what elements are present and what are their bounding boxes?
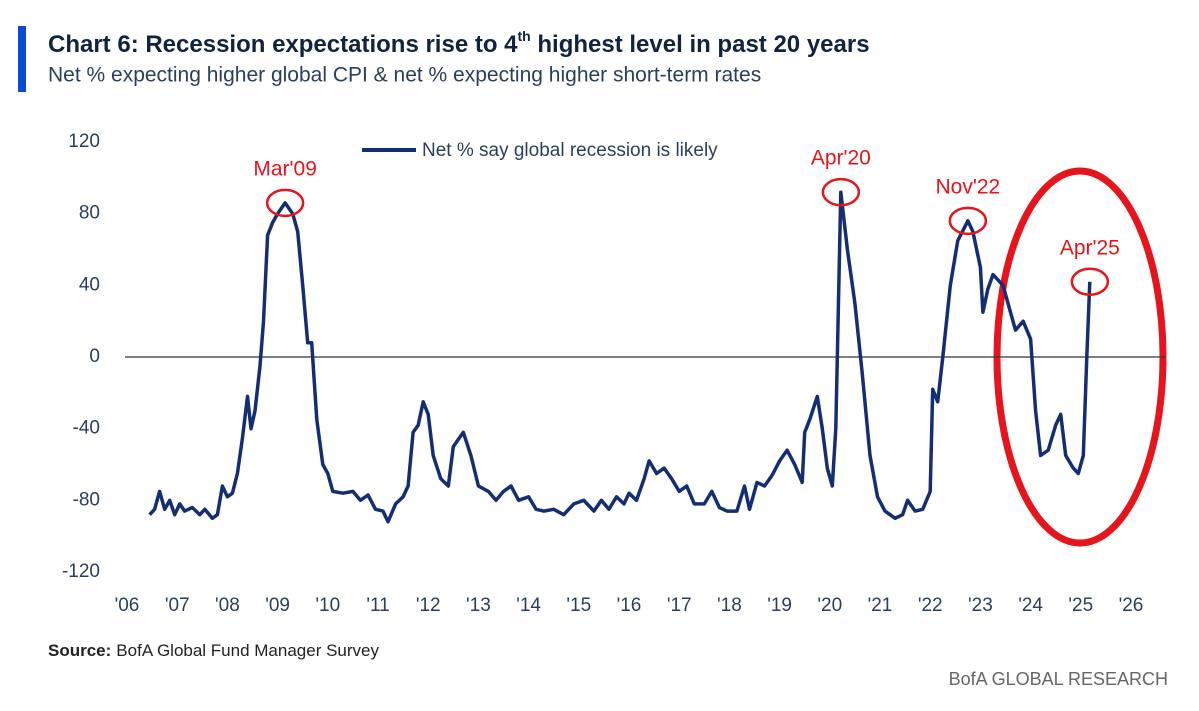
plot-area: 120 80 40 0 -40 -80 -120 '06 '07 '08 '09 '10 '11 '12 '… (62, 131, 1167, 616)
x-tick-label: '26 (1119, 595, 1144, 616)
x-tick-label: '13 (466, 595, 491, 616)
x-tick-label: '17 (667, 595, 692, 616)
y-tick-label: 40 (79, 274, 100, 295)
series-line (148, 190, 1092, 524)
title-accent (18, 26, 26, 92)
title-superscript: th (518, 28, 531, 44)
x-tick-label: '24 (1018, 595, 1043, 616)
x-tick-label: '15 (566, 595, 591, 616)
source-text: BofA Global Fund Manager Survey (116, 641, 379, 660)
source-label: Source: (48, 641, 111, 660)
y-tick-label: -80 (73, 489, 100, 510)
annotation-label: Apr'20 (811, 147, 871, 170)
x-tick-label: '20 (817, 595, 842, 616)
annotation-label: Mar'09 (253, 157, 317, 180)
x-tick-label: '19 (767, 595, 792, 616)
x-tick-label: '25 (1068, 595, 1093, 616)
x-tick-label: '12 (416, 595, 441, 616)
annotation-circle (948, 206, 988, 236)
x-tick-label: '07 (165, 595, 190, 616)
source: Source: BofA Global Fund Manager Survey (48, 641, 380, 660)
brand: BofA GLOBAL RESEARCH (949, 669, 1168, 689)
x-tick-label: '18 (717, 595, 742, 616)
x-tick-label: '23 (968, 595, 993, 616)
chart-subtitle: Net % expecting higher global CPI & net … (48, 64, 761, 87)
x-tick-label: '06 (115, 595, 140, 616)
title-text: highest level in past 20 years (531, 31, 870, 58)
y-tick-label: -120 (62, 561, 100, 582)
y-tick-label: 80 (79, 203, 100, 224)
x-tick-label: '22 (918, 595, 943, 616)
annotation-circle (265, 188, 305, 218)
annotation-label: Nov'22 (935, 175, 1000, 198)
legend-label: Net % say global recession is likely (422, 140, 718, 161)
x-tick-label: '10 (315, 595, 340, 616)
annotation-label: Apr'25 (1060, 236, 1120, 259)
annotation-circle (1070, 267, 1110, 296)
x-tick-label: '11 (366, 595, 389, 616)
x-tick-label: '14 (516, 595, 541, 616)
x-tick-label: '09 (265, 595, 290, 616)
x-tick-label: '21 (868, 595, 893, 616)
y-tick-label: 0 (89, 346, 100, 367)
x-tick-label: '08 (215, 595, 240, 616)
y-tick-label: 120 (68, 131, 100, 152)
y-tick-label: -40 (73, 418, 100, 439)
chart-title: Chart 6: Recession expectations rise to … (48, 28, 870, 59)
title-text: Chart 6: Recession expectations rise to … (48, 31, 518, 58)
annotation-circle (821, 177, 861, 207)
x-tick-label: '16 (617, 595, 642, 616)
